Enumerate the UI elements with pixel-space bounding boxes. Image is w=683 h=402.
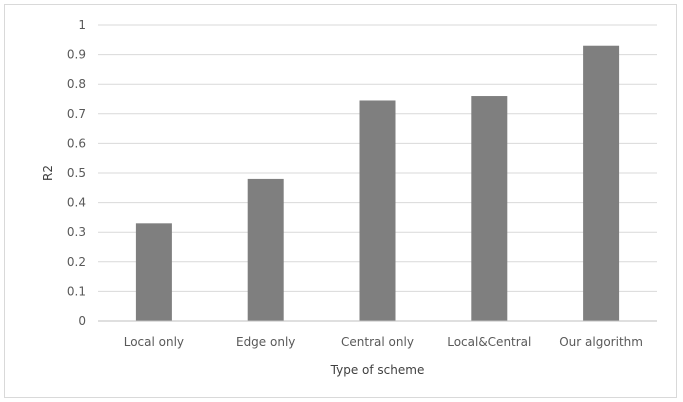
y-axis-title: R2 [41, 165, 55, 181]
y-tick-label: 1 [78, 18, 86, 32]
x-tick-label: Local&Central [447, 335, 531, 349]
y-tick-label: 0.9 [67, 48, 86, 62]
x-axis-tick-labels: Local only Edge only Central only Local&Cen… [124, 335, 643, 349]
y-tick-label: 0.1 [67, 284, 86, 298]
y-tick-label: 0.8 [67, 77, 86, 91]
bar [471, 96, 508, 321]
bar [247, 178, 284, 321]
chart-frame [4, 4, 677, 398]
x-axis-title: Type of scheme [330, 363, 425, 377]
bar [135, 223, 172, 321]
gridlines [98, 24, 657, 292]
bar [359, 100, 396, 321]
y-tick-label: 0.4 [67, 196, 86, 210]
y-tick-label: 0.2 [67, 255, 86, 269]
bars [135, 45, 620, 321]
y-axis-tick-labels: 0 0.1 0.2 0.3 0.4 0.5 0.6 0.7 0.8 0.9 1 [67, 18, 86, 328]
y-tick-label: 0.6 [67, 136, 86, 150]
y-tick-label: 0.7 [67, 107, 86, 121]
bar [583, 45, 620, 321]
y-tick-label: 0.5 [67, 166, 86, 180]
x-tick-label: Central only [341, 335, 414, 349]
y-tick-label: 0 [78, 314, 86, 328]
x-tick-label: Edge only [236, 335, 295, 349]
y-tick-label: 0.3 [67, 225, 86, 239]
x-tick-label: Our algorithm [559, 335, 643, 349]
x-tick-label: Local only [124, 335, 184, 349]
